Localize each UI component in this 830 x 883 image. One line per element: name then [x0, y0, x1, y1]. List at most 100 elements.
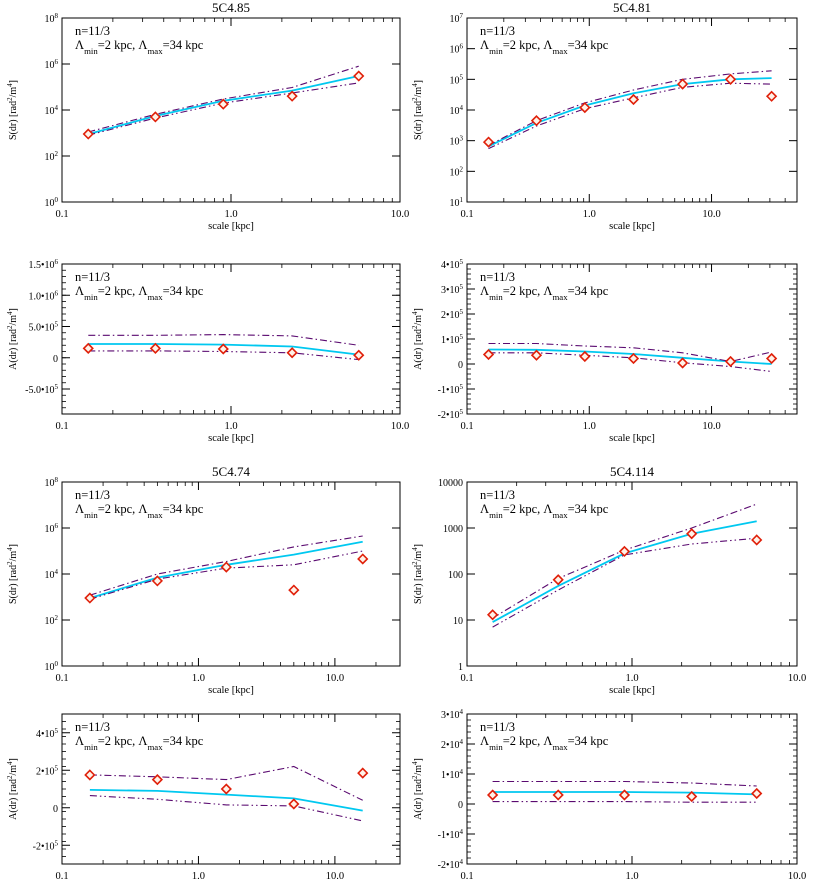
lower-envelope-line	[492, 801, 757, 803]
y-tick-label: 0	[53, 354, 58, 365]
observed-point	[530, 349, 543, 361]
observed-point	[579, 350, 591, 363]
observed-point	[82, 128, 94, 140]
y-tick-label: 1•105	[441, 333, 464, 346]
x-tick-label: 0.1	[55, 209, 68, 220]
annotation-lambda: Λmin=2 kpc, Λmax=34 kpc	[480, 502, 609, 520]
observed-point	[286, 90, 298, 102]
annotation-lambda: Λmin=2 kpc, Λmax=34 kpc	[480, 38, 609, 56]
y-axis-label: A(dr) [rad2/m4]	[411, 758, 424, 820]
y-tick-label: 102	[450, 165, 464, 178]
x-tick-label: 10.0	[788, 871, 806, 882]
observed-point	[84, 769, 96, 781]
y-tick-label: 107	[450, 12, 464, 25]
x-axis-label: scale [kpc]	[609, 221, 655, 232]
x-tick-label: 10.0	[788, 673, 806, 684]
observed-point	[552, 789, 564, 801]
observed-point	[482, 136, 495, 148]
model-line	[488, 77, 772, 148]
x-axis-label: scale [kpc]	[208, 685, 254, 696]
y-tick-label: 106	[450, 43, 464, 56]
x-tick-label: 0.1	[55, 421, 68, 432]
series-group	[82, 65, 365, 140]
series-group	[486, 503, 763, 628]
observed-point	[149, 111, 162, 123]
x-tick-label: 10.0	[326, 673, 344, 684]
observed-point	[486, 789, 499, 801]
y-tick-label: -1•104	[438, 828, 464, 841]
annotation-n: n=11/3	[480, 720, 515, 734]
y-tick-label: 100	[45, 660, 59, 673]
y-tick-label: -2•105	[33, 839, 59, 852]
x-tick-label: 1.0	[625, 871, 638, 882]
x-axis-label: scale [kpc]	[609, 433, 655, 444]
y-axis-label: A(dr) [rad2/m4]	[6, 758, 19, 820]
observed-point	[618, 545, 631, 558]
annotation-lambda: Λmin=2 kpc, Λmax=34 kpc	[75, 284, 204, 302]
x-tick-label: 0.1	[55, 871, 68, 882]
observed-point	[151, 575, 164, 587]
observed-point	[627, 93, 640, 106]
x-tick-label: 1.0	[224, 209, 237, 220]
observed-point	[286, 347, 298, 359]
y-tick-label: 103	[450, 135, 464, 148]
series-group	[482, 342, 778, 373]
lower-envelope-line	[89, 795, 363, 822]
annotation-lambda: Λmin=2 kpc, Λmax=34 kpc	[75, 734, 204, 752]
y-tick-label: 0	[53, 804, 58, 815]
observed-point	[686, 528, 698, 540]
y-tick-label: -2•105	[438, 408, 464, 421]
y-tick-label: 108	[45, 476, 59, 489]
observed-point	[579, 101, 591, 114]
x-tick-label: 1.0	[224, 421, 237, 432]
observed-point	[151, 773, 164, 786]
y-tick-label: 101	[450, 196, 464, 209]
panel-4: 0.1 1.0 10.0 -2•105 -1•105 0 1•105 2•105 3•105 4•…	[411, 258, 798, 444]
x-tick-label: 10.0	[326, 871, 344, 882]
y-tick-label: 100	[45, 196, 59, 209]
chart-title: 5C4.114	[610, 464, 654, 479]
observed-point	[724, 355, 737, 368]
y-tick-label: 104	[45, 104, 59, 117]
annotation-lambda: Λmin=2 kpc, Λmax=34 kpc	[75, 38, 204, 56]
x-tick-label: 10.0	[702, 209, 720, 220]
observed-point	[724, 73, 737, 85]
panel-8: 0.11.010.0-2•104-1•10401•1042•1043•104sc…	[411, 708, 806, 882]
lower-envelope-line	[89, 550, 363, 600]
observed-point	[288, 584, 300, 596]
panel-2: 0.1 1.0 10.0 101 102 103 104 105 106 107 5C4.81 sca…	[411, 0, 798, 232]
y-tick-label: 10000	[438, 478, 463, 489]
annotation-n: n=11/3	[75, 488, 110, 502]
upper-envelope-line	[88, 334, 359, 346]
x-tick-label: 1.0	[583, 421, 596, 432]
y-tick-label: 106	[45, 58, 59, 71]
y-tick-label: 108	[45, 12, 59, 25]
chart-title: 5C4.74	[212, 464, 250, 479]
y-axis-label: A(dr) [rad2/m4]	[411, 308, 424, 370]
x-tick-label: 1.0	[192, 871, 205, 882]
y-tick-label: 1	[458, 662, 463, 673]
annotation-lambda: Λmin=2 kpc, Λmax=34 kpc	[480, 734, 609, 752]
observed-point	[751, 787, 763, 800]
annotation-n: n=11/3	[75, 720, 110, 734]
observed-point	[765, 90, 778, 102]
y-tick-label: 1.5•106	[28, 258, 58, 271]
observed-point	[220, 561, 232, 573]
observed-point	[217, 343, 229, 355]
observed-point	[627, 352, 640, 365]
y-axis-label: S(dr) [rad2/m4]	[6, 80, 19, 140]
observed-point	[686, 790, 698, 803]
y-axis-label: S(dr) [rad2/m4]	[411, 80, 424, 140]
annotation-lambda: Λmin=2 kpc, Λmax=34 kpc	[75, 502, 204, 520]
x-tick-label: 1.0	[625, 673, 638, 684]
y-tick-label: 100	[448, 570, 463, 581]
observed-point	[486, 609, 499, 621]
x-axis-label: scale [kpc]	[609, 685, 655, 696]
annotation-n: n=11/3	[75, 270, 110, 284]
observed-point	[217, 98, 229, 110]
y-tick-label: 10	[453, 616, 463, 627]
annotation-n: n=11/3	[480, 488, 515, 502]
x-tick-label: 1.0	[583, 209, 596, 220]
y-tick-label: 104	[45, 568, 59, 581]
y-tick-label: 1.0•106	[28, 289, 58, 302]
